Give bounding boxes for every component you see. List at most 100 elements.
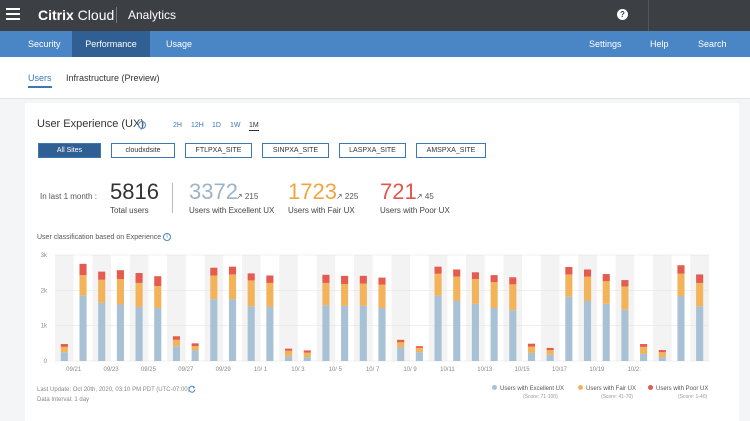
bar-segment xyxy=(322,305,330,361)
x-tick-label: 10/2: xyxy=(628,367,642,373)
site-sinpxa[interactable]: SINPXA_SITE xyxy=(262,143,329,158)
brand-divider xyxy=(116,7,117,23)
stats-divider xyxy=(172,183,173,213)
fair-users-value[interactable]: 1723 xyxy=(288,179,337,204)
bar-segment xyxy=(266,275,274,283)
bar-segment xyxy=(397,347,405,361)
site-laspxa[interactable]: LASPXA_SITE xyxy=(339,143,406,158)
bar-segment xyxy=(621,280,629,287)
bar-segment xyxy=(79,263,87,276)
nav-settings[interactable]: Settings xyxy=(589,39,622,49)
x-tick-label: 10/ 9 xyxy=(403,367,417,373)
bar-segment xyxy=(509,310,517,361)
bar-segment xyxy=(79,275,87,296)
site-cloudxdsite[interactable]: cloudxdsite xyxy=(111,143,175,158)
site-ftlpxa[interactable]: FTLPXA_SITE xyxy=(185,143,252,158)
chart-band xyxy=(391,255,411,361)
chart-band xyxy=(279,255,298,361)
excellent-users-value[interactable]: 3372 xyxy=(189,179,238,204)
range-1m[interactable]: 1M xyxy=(249,122,259,131)
bar-segment xyxy=(135,273,143,283)
nav-help[interactable]: Help xyxy=(650,39,669,49)
bar-segment xyxy=(116,270,124,280)
bar-segment xyxy=(285,348,293,351)
bar-segment xyxy=(640,344,648,347)
site-all-sites[interactable]: All Sites xyxy=(38,143,101,158)
legend-poor[interactable]: Users with Poor UX xyxy=(648,385,708,392)
bar-segment xyxy=(378,308,386,361)
bar-segment xyxy=(527,343,536,347)
x-tick-label: 10/19 xyxy=(589,367,605,373)
last-update-text: Last Update: Oct 20th, 2020, 03:10 PM PD… xyxy=(37,387,190,393)
main-nav: Security Performance Usage Settings Help… xyxy=(0,31,750,57)
hamburger-menu-icon[interactable] xyxy=(6,8,20,22)
bar-segment xyxy=(677,295,685,361)
bar-segment xyxy=(677,265,685,274)
bar-segment xyxy=(378,277,386,285)
bar-segment xyxy=(378,284,386,308)
bar-segment xyxy=(98,302,106,361)
brand-logo[interactable]: Citrix Cloud xyxy=(38,7,115,23)
legend-poor-dot xyxy=(648,385,653,390)
x-tick-label: 10/ 7 xyxy=(366,367,380,373)
bar-segment xyxy=(60,346,68,353)
bar-segment xyxy=(98,279,106,303)
bar-segment xyxy=(210,267,218,276)
bar-segment xyxy=(583,300,592,361)
bar-segment xyxy=(154,308,162,361)
bar-segment xyxy=(228,266,237,275)
nav-security[interactable]: Security xyxy=(28,39,61,49)
bar-segment xyxy=(247,273,255,281)
top-bar: Citrix Cloud Analytics ? xyxy=(0,0,750,31)
info-icon[interactable]: i xyxy=(138,121,146,129)
bar-segment xyxy=(191,350,199,361)
tab-users[interactable]: Users xyxy=(28,73,52,88)
bar-segment xyxy=(228,299,237,361)
range-2h[interactable]: 2H xyxy=(173,122,182,129)
bar-segment xyxy=(172,339,181,347)
bar-segment xyxy=(247,306,255,361)
tab-infrastructure[interactable]: Infrastructure (Preview) xyxy=(66,73,160,83)
legend-excellent-dot xyxy=(492,385,497,390)
bar-segment xyxy=(658,350,666,353)
bar-segment xyxy=(98,271,106,280)
legend-fair[interactable]: Users with Fair UX xyxy=(578,385,636,392)
legend-excellent-score: (Score: 71-100) xyxy=(523,394,558,400)
refresh-icon[interactable] xyxy=(188,385,196,393)
bar-segment xyxy=(490,282,498,308)
bar-segment xyxy=(341,305,349,361)
sub-nav: Users Infrastructure (Preview) xyxy=(0,57,750,99)
bar-segment xyxy=(490,308,498,361)
bar-segment xyxy=(602,303,610,361)
range-1d[interactable]: 1D xyxy=(212,122,221,129)
poor-users-value[interactable]: 721 xyxy=(380,179,417,204)
bar-segment xyxy=(60,344,68,347)
site-amspxa[interactable]: AMSPXA_SITE xyxy=(416,143,486,158)
chart-band xyxy=(540,255,560,361)
help-icon[interactable]: ? xyxy=(617,9,628,20)
range-12h[interactable]: 12H xyxy=(191,122,204,129)
bar-segment xyxy=(471,303,479,361)
bar-segment xyxy=(415,352,423,361)
bar-segment xyxy=(266,282,274,307)
bar-segment xyxy=(696,306,704,361)
bar-segment xyxy=(546,347,554,351)
x-tick-label: 09/29 xyxy=(216,367,232,373)
classification-info-icon[interactable]: i xyxy=(163,233,171,241)
legend-poor-label: Users with Poor UX xyxy=(656,386,709,392)
data-interval-text: Data Interval: 1 day xyxy=(37,397,90,403)
bar-segment xyxy=(490,275,498,283)
range-1w[interactable]: 1W xyxy=(230,122,241,129)
poor-users-label: Users with Poor UX xyxy=(380,206,450,215)
legend-excellent[interactable]: Users with Excellent UX xyxy=(492,385,564,392)
bar-segment xyxy=(677,273,685,296)
bar-segment xyxy=(546,350,554,355)
nav-usage[interactable]: Usage xyxy=(166,39,193,49)
nav-performance[interactable]: Performance xyxy=(72,31,150,57)
bar-segment xyxy=(527,352,536,361)
bar-segment xyxy=(471,279,479,304)
bar-segment xyxy=(583,269,592,277)
bar-segment xyxy=(79,295,87,361)
nav-search[interactable]: Search xyxy=(698,39,727,49)
fair-users-label: Users with Fair UX xyxy=(288,206,355,215)
